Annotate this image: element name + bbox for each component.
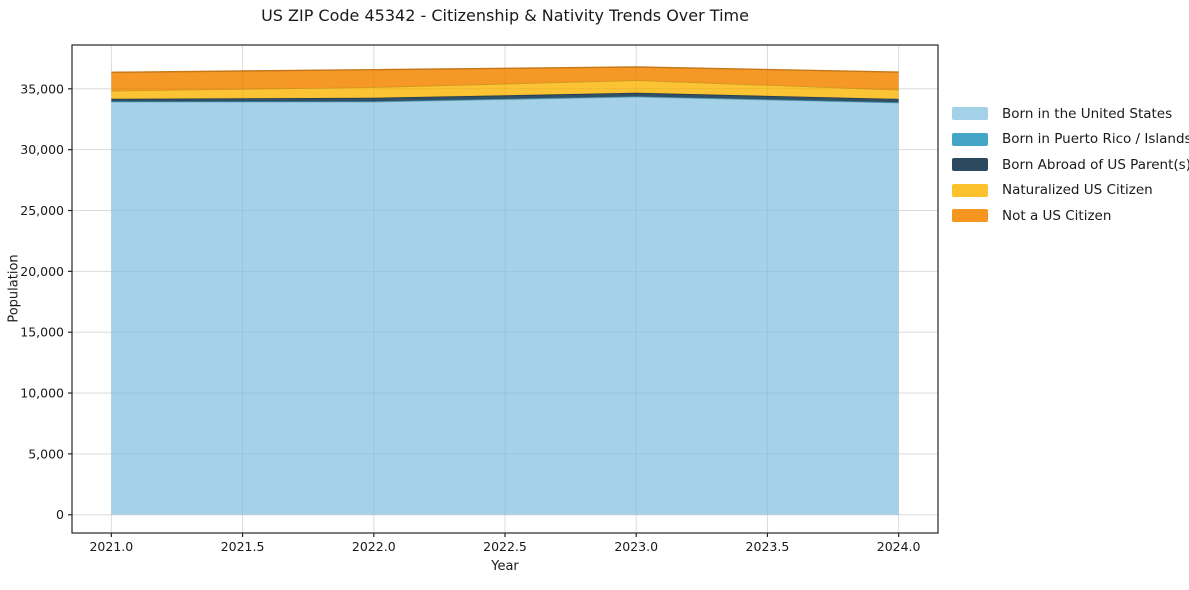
- y-axis: 0 5,000 10,000 15,000 20,000 25,000 30,000 35,0…: [20, 81, 72, 522]
- x-tick-label: 2021.5: [221, 539, 265, 554]
- legend-label: Born Abroad of US Parent(s): [1002, 156, 1189, 173]
- legend-row-naturalized-us-citizen: Naturalized US Citizen: [952, 178, 1189, 204]
- x-tick-label: 2023.5: [746, 539, 790, 554]
- legend-row-born-in-puerto-rico-islands: Born in Puerto Rico / Islands: [952, 127, 1189, 153]
- legend-label: Born in the United States: [1002, 105, 1173, 122]
- chart-title: US ZIP Code 45342 - Citizenship & Nativi…: [261, 6, 749, 25]
- y-tick-label: 10,000: [20, 386, 64, 401]
- legend-swatch-icon: [952, 183, 988, 197]
- legend-swatch-icon: [952, 158, 988, 172]
- area-naturalized-us-citizen: [111, 80, 899, 99]
- y-axis-label: Population: [6, 254, 22, 323]
- y-tick-label: 30,000: [20, 142, 64, 157]
- legend-label: Born in Puerto Rico / Islands: [1002, 131, 1189, 148]
- legend-row-born-in-the-united-states: Born in the United States: [952, 101, 1189, 127]
- x-tick-label: 2024.0: [877, 539, 921, 554]
- area-born-in-the-united-states: [111, 96, 899, 515]
- y-tick-label: 35,000: [20, 81, 64, 96]
- legend-row-born-abroad-of-us-parent-s: Born Abroad of US Parent(s): [952, 152, 1189, 178]
- gridlines-overlay: [72, 45, 938, 533]
- x-axis: 2021.0 2021.5 2022.0 2022.5 2023.0 2023.5 2024…: [89, 533, 921, 554]
- legend-swatch-icon: [952, 132, 988, 146]
- x-tick-label: 2021.0: [89, 539, 133, 554]
- area-not-a-us-citizen: [111, 67, 899, 91]
- legend-label: Not a US Citizen: [1002, 207, 1112, 224]
- area-born-abroad-of-us-parent-s: [111, 92, 899, 103]
- y-tick-label: 15,000: [20, 325, 64, 340]
- area-edge-not-a-us-citizen: [111, 66, 899, 73]
- y-tick-label: 0: [56, 507, 64, 522]
- stacked-areas: [111, 66, 899, 515]
- legend-row-not-a-us-citizen: Not a US Citizen: [952, 203, 1189, 229]
- x-tick-label: 2022.0: [352, 539, 396, 554]
- y-tick-label: 5,000: [28, 446, 64, 461]
- y-tick-label: 20,000: [20, 264, 64, 279]
- legend-swatch-icon: [952, 107, 988, 121]
- x-tick-label: 2023.0: [614, 539, 658, 554]
- x-tick-label: 2022.5: [483, 539, 527, 554]
- y-tick-label: 25,000: [20, 203, 64, 218]
- legend: Born in the United States Born in Puerto …: [952, 101, 1189, 229]
- x-axis-label: Year: [491, 559, 519, 574]
- legend-label: Naturalized US Citizen: [1002, 182, 1153, 199]
- legend-swatch-icon: [952, 209, 988, 223]
